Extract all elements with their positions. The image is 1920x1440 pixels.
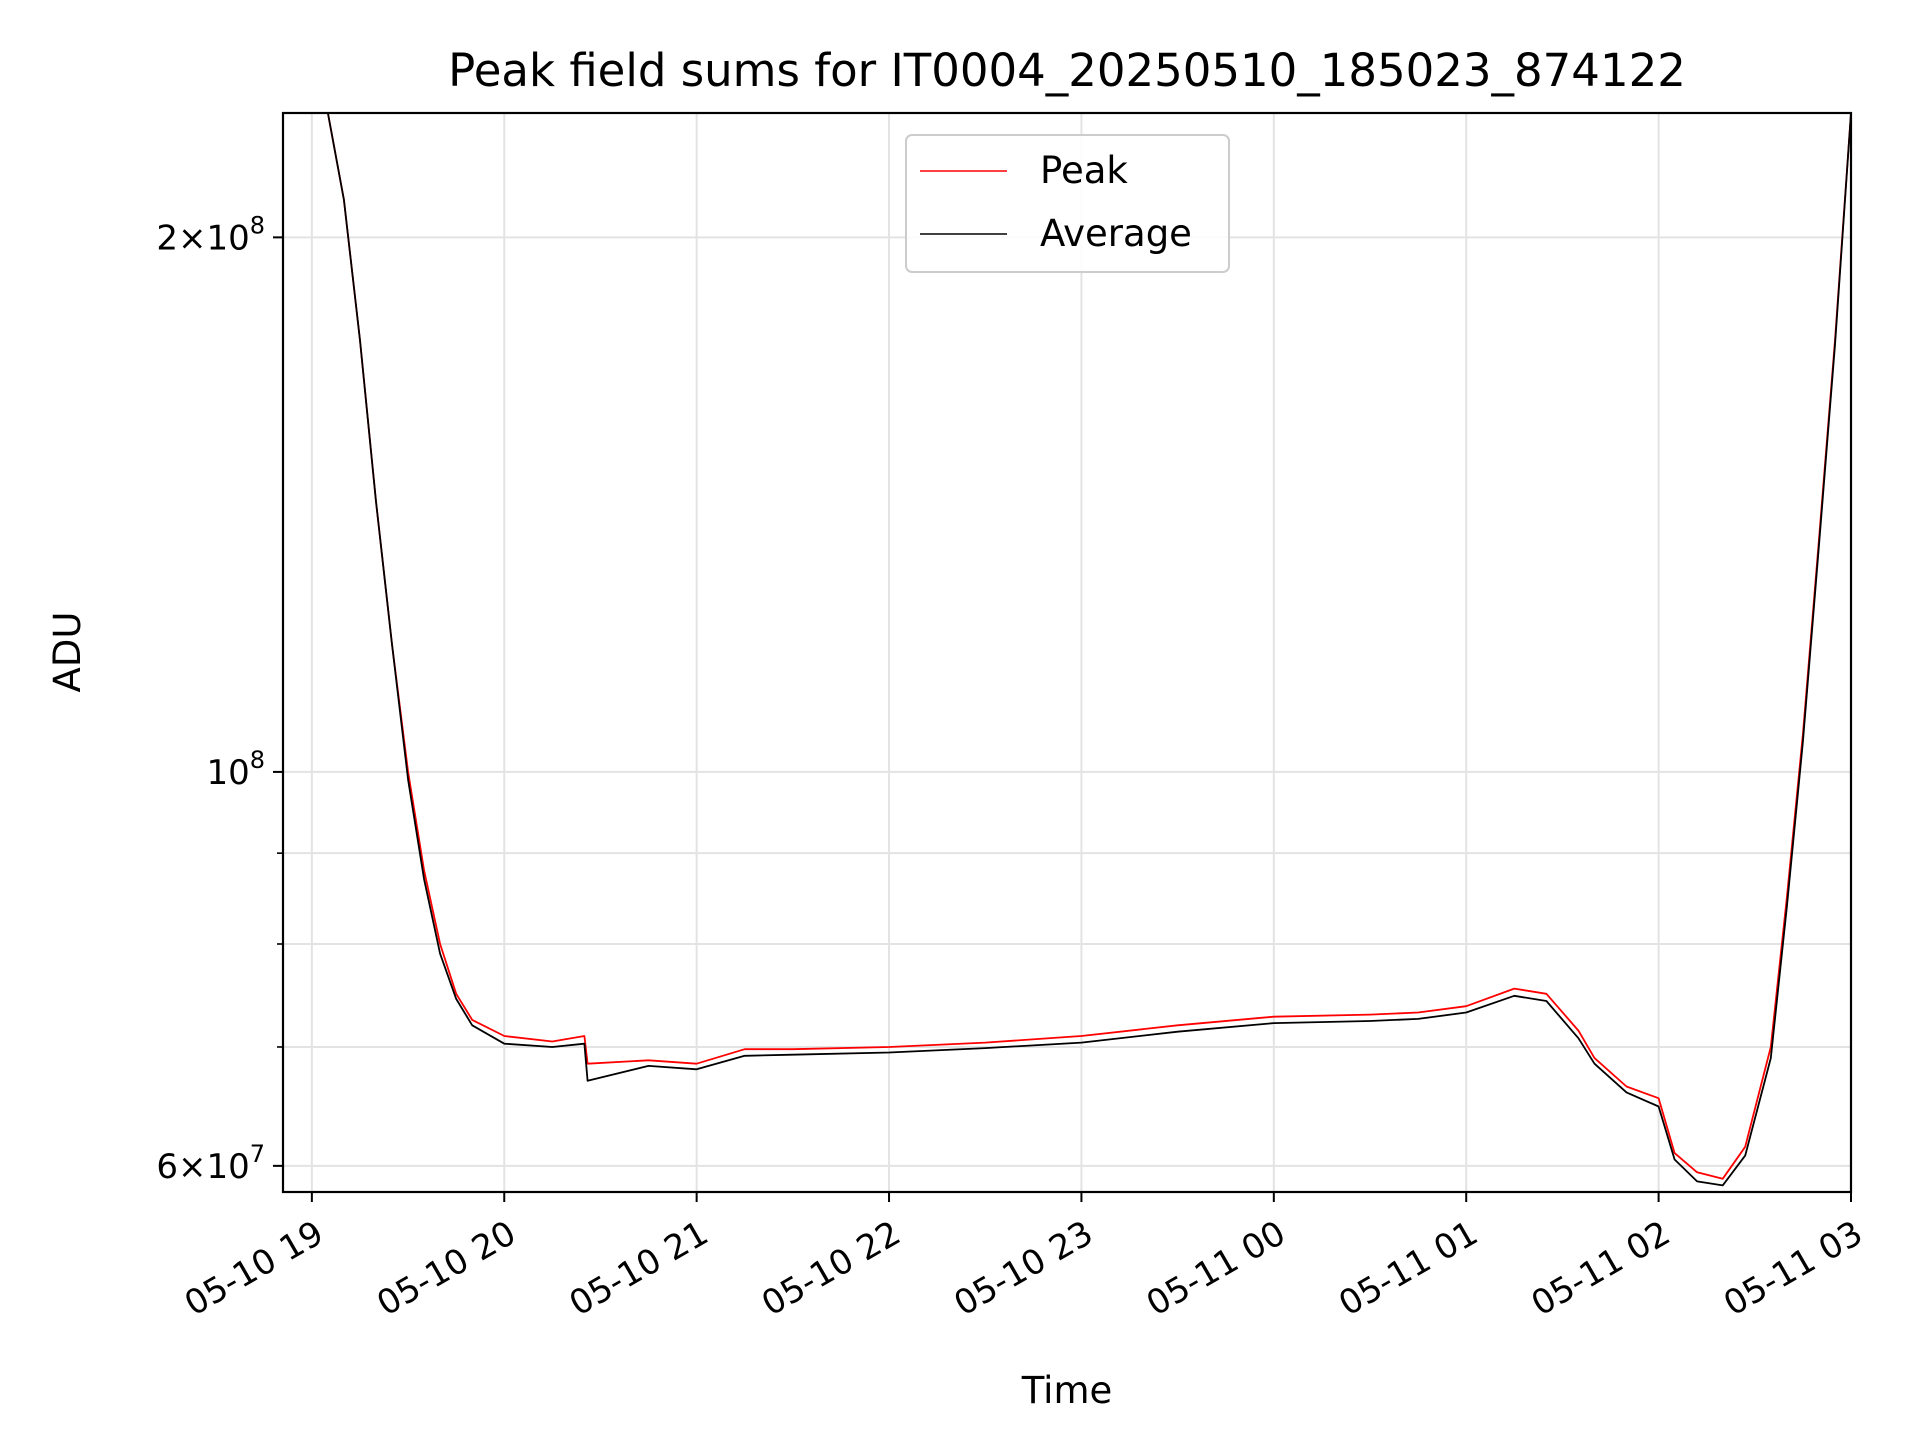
series-line-average [327, 112, 1852, 1187]
y-axis-label: ADU [46, 612, 89, 693]
plot-frame [281, 111, 1853, 1194]
legend-box [905, 134, 1230, 273]
x-axis-label: Time [1021, 1369, 1113, 1412]
plot-lines [327, 112, 1852, 1187]
chart-title: Peak field sums for IT0004_20250510_1850… [448, 44, 1686, 97]
y-tick-label: 2×108 [156, 211, 265, 258]
legend: Peak Average [905, 134, 1230, 273]
legend-label-peak: Peak [1040, 149, 1128, 192]
series-line-peak [327, 112, 1852, 1180]
legend-label-average: Average [1040, 212, 1192, 255]
y-tick-label: 6×107 [156, 1140, 265, 1187]
